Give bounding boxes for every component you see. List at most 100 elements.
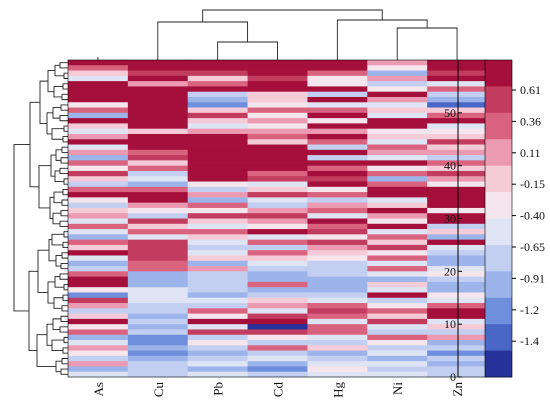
heatmap-cell [127,165,189,172]
dendrogram-branch [59,220,68,227]
heatmap-cell [68,281,129,288]
heatmap-cell [68,202,129,209]
heatmap-cell [367,128,428,135]
heatmap-cell [427,229,488,235]
dendrogram-branch [59,62,68,69]
heatmap-cell [427,276,488,283]
heatmap-cell [247,218,308,225]
heatmap-cell [127,123,189,130]
heatmap-cell [127,75,189,82]
heatmap-cell [247,366,308,373]
heatmap-cell [247,139,308,145]
heatmap-cell [247,60,308,66]
heatmap-cell [367,244,428,251]
heatmap-cell [427,324,488,330]
heatmap-cell [307,170,368,177]
heatmap-cell [367,371,428,378]
heatmap-cell [68,313,129,320]
heatmap-cell [68,96,129,103]
heatmap-cell [247,170,308,177]
dendrogram-branch [51,339,64,352]
heatmap-cell [367,112,428,119]
heatmap-cell [187,70,248,77]
heatmap-cell [127,96,189,103]
heatmap-cell [427,75,488,82]
heatmap-cell [68,276,129,283]
dendrogram-branch [62,347,68,354]
heatmap-cell [307,250,368,256]
heatmap-cell [427,271,488,278]
heatmap-cell [367,102,428,108]
heatmap-cell [367,86,428,93]
heatmap-cell [427,155,488,161]
heatmap-cell [127,118,189,124]
heatmap-cell [367,75,428,82]
heatmap-cell [127,297,189,304]
heatmap-cell [427,308,488,314]
dendrogram-branch [63,284,68,291]
heatmap-cell [307,160,368,167]
heatmap-cell [127,81,189,87]
heatmap-cell [427,234,488,241]
heatmap-cell [307,324,368,330]
heatmap-cell [367,160,428,167]
heatmap-cell [427,197,488,204]
heatmap-cell [427,329,488,336]
heatmap-cell [247,271,308,278]
dendrogram-branch [54,64,64,77]
heatmap-cell [427,202,488,209]
heatmap-cell [68,65,129,71]
heatmap-cell [127,170,189,177]
color-scale-swatch [485,165,512,193]
heatmap-cell [247,96,308,103]
y-tick-label: 10 [444,317,456,331]
dendrogram-branch [63,72,68,79]
heatmap-cell [127,86,189,93]
heatmap-cell [68,149,129,156]
heatmap-cell [187,234,248,241]
heatmap-cell [127,239,189,246]
heatmap-cell [247,65,308,71]
y-tick-label: 0 [450,370,456,384]
heatmap-cell [127,271,189,278]
heatmap-cell [247,197,308,204]
heatmap-cell [427,313,488,320]
heatmap-cell [247,112,308,119]
heatmap-cell [68,75,129,82]
heatmap-cell [68,176,129,182]
heatmap-cell [68,118,129,124]
heatmap-cell [68,213,129,219]
heatmap-cell [247,128,308,135]
heatmap-cell [127,229,189,235]
heatmap-cell [427,260,488,267]
heatmap-cell [367,197,428,204]
heatmap-cell [187,139,248,145]
heatmap-cell [127,287,189,293]
heatmap-cell [68,81,129,87]
heatmap-cell [367,345,428,351]
heatmap-cell [187,160,248,167]
color-scale-swatch [485,86,512,114]
heatmap-cell [68,329,129,336]
heatmap-cell [68,345,129,351]
heatmap-cell [187,118,248,124]
heatmap-cell [427,303,488,309]
dendrogram-branch [61,252,68,259]
heatmap-cell [307,355,368,362]
color-scale-bar: 0.61 0.36 0.11 -0.15 -0.40 -0.65 -0.91 -1.2 -1.4 [484,59,545,378]
heatmap-cell [307,144,368,151]
heatmap-cell [68,139,129,145]
heatmap-cell [68,297,129,304]
heatmap-cell [247,176,308,182]
heatmap-cell [68,123,129,130]
heatmap-cell [307,176,368,182]
heatmap-cell [307,271,368,278]
heatmap-cell [68,355,129,362]
heatmap-cell [127,102,189,108]
heatmap-cell [247,165,308,172]
heatmap-cell [127,202,189,209]
heatmap-cell [187,75,248,82]
heatmap-cell [68,229,129,235]
heatmap-cell [68,223,129,230]
heatmap-cell [307,255,368,262]
